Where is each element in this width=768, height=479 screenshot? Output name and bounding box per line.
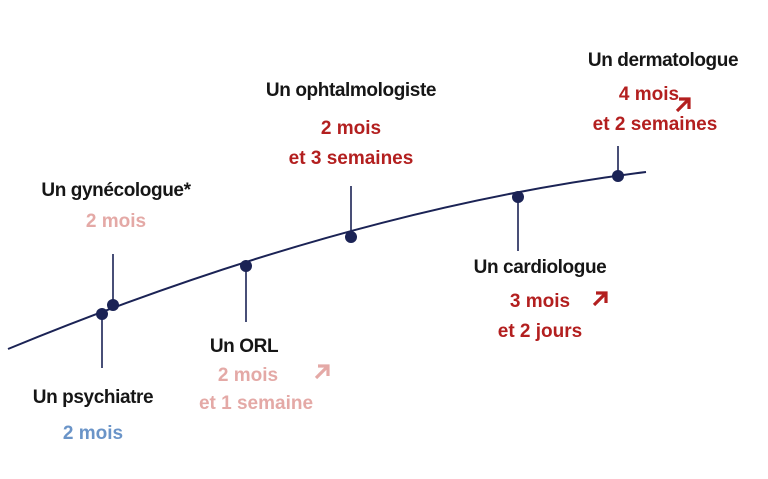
label-cardiologue: Un cardiologue 3 mois et 2 jours <box>456 257 624 347</box>
delay-line-1: 2 mois <box>217 365 279 386</box>
label-psychiatre: Un psychiatre 2 mois <box>22 387 164 449</box>
dot-cardiologue <box>512 191 524 203</box>
dot-gynecologue <box>107 299 119 311</box>
delay-text: 4 mois et 2 semaines <box>560 80 750 140</box>
specialist-name: Un psychiatre <box>32 387 154 408</box>
specialist-name: Un dermatologue <box>587 50 739 71</box>
delay-text: 2 mois et 3 semaines <box>246 114 456 174</box>
label-orl: Un ORL 2 mois et 1 semaine <box>188 336 324 418</box>
dot-psychiatre <box>96 308 108 320</box>
delay-line-2: et 3 semaines <box>288 148 414 169</box>
delay-text: 3 mois et 2 jours <box>456 287 624 347</box>
delay-line-2: et 1 semaine <box>198 393 314 414</box>
delay-text: 2 mois <box>30 207 202 237</box>
arrow-up-right-icon <box>675 97 691 113</box>
delay-line-1: 2 mois <box>62 423 124 444</box>
arrow-up-right-icon <box>592 291 608 307</box>
delay-line-1: 2 mois <box>85 211 147 232</box>
delay-text: 2 mois et 1 semaine <box>188 362 324 418</box>
label-gynecologue: Un gynécologue* 2 mois <box>30 180 202 237</box>
delay-line-1: 3 mois <box>509 291 571 312</box>
dot-orl <box>240 260 252 272</box>
delay-line-1: 4 mois <box>618 84 680 105</box>
delay-text: 2 mois <box>22 419 164 449</box>
specialist-name: Un cardiologue <box>473 257 607 278</box>
specialist-name: Un ophtalmologiste <box>265 80 437 101</box>
specialist-name: Un gynécologue* <box>41 180 191 201</box>
arrow-up-right-icon <box>314 364 330 380</box>
delay-line-1: 2 mois <box>320 118 382 139</box>
specialist-name: Un ORL <box>209 336 279 357</box>
dot-ophtalmologiste <box>345 231 357 243</box>
delay-line-2: et 2 semaines <box>592 114 718 135</box>
timeline-curve <box>7 171 647 350</box>
label-ophtalmologiste: Un ophtalmologiste 2 mois et 3 semaines <box>246 80 456 174</box>
label-dermatologue: Un dermatologue 4 mois et 2 semaines <box>568 50 758 140</box>
delay-line-2: et 2 jours <box>497 321 583 342</box>
dot-dermatologue <box>612 170 624 182</box>
